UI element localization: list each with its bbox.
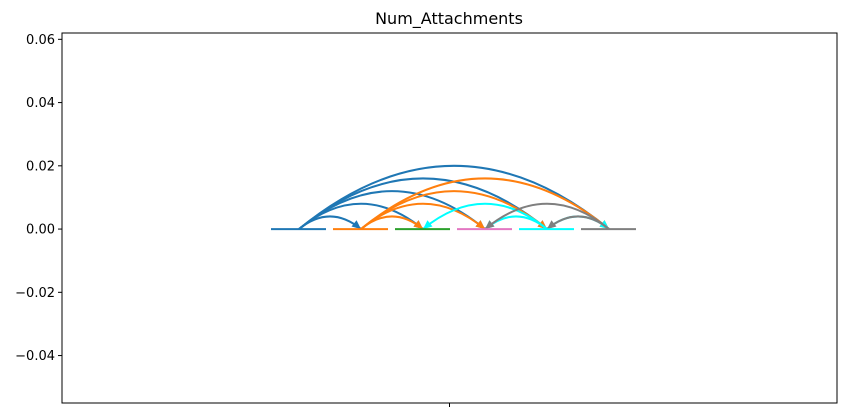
arrowhead bbox=[351, 220, 361, 230]
y-tick-label: −0.02 bbox=[15, 286, 55, 301]
y-tick-label: 0.04 bbox=[26, 96, 55, 111]
arrowhead bbox=[485, 220, 495, 230]
arc-edge bbox=[546, 215, 610, 230]
arc-edge bbox=[360, 177, 610, 230]
y-axis: −0.04 −0.02 0.00 0.02 0.04 0.06 bbox=[15, 33, 62, 364]
arrowhead bbox=[475, 220, 485, 230]
arc-edges bbox=[298, 164, 610, 230]
arrowhead bbox=[423, 220, 433, 230]
arrowhead bbox=[547, 220, 557, 230]
y-tick-label: 0.02 bbox=[26, 159, 55, 174]
y-tick-label: 0.06 bbox=[26, 33, 55, 48]
plot-frame bbox=[61, 32, 838, 404]
chart-title: Num_Attachments bbox=[375, 9, 523, 29]
y-tick-label: −0.04 bbox=[15, 349, 55, 364]
arc-edge bbox=[484, 202, 610, 230]
arc-edge bbox=[422, 202, 548, 230]
y-tick-label: 0.00 bbox=[26, 223, 55, 238]
arrowhead bbox=[413, 220, 423, 230]
